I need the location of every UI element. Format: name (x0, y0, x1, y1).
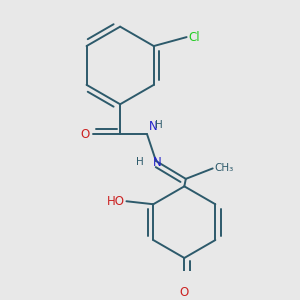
Text: O: O (180, 286, 189, 299)
Text: Cl: Cl (188, 31, 200, 44)
Text: H: H (136, 158, 144, 167)
Text: CH₃: CH₃ (214, 164, 233, 173)
Text: HO: HO (107, 195, 125, 208)
Text: N: N (153, 156, 162, 169)
Text: N: N (148, 120, 157, 133)
Text: O: O (80, 128, 90, 141)
Text: H: H (155, 120, 163, 130)
